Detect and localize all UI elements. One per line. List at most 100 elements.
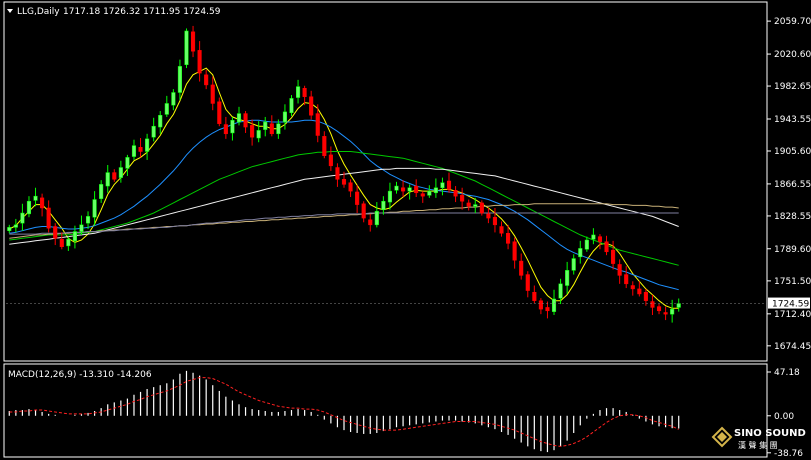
candle [624,266,629,289]
candle [433,178,438,198]
candle [341,171,347,188]
price-tick-label: 1712.40 [774,310,811,320]
ma-60-line [9,151,679,266]
candle [99,180,104,203]
logo-brand: SINO SOUND [734,428,806,439]
price-tick-label: 1866.55 [774,180,811,190]
candle [171,89,176,111]
moving-averages [9,67,679,309]
candle [145,133,150,160]
candle [289,95,294,117]
candle [643,288,648,306]
candle [401,180,406,198]
candle [506,224,511,250]
candle [13,218,18,233]
candle [427,185,432,198]
candle [151,117,156,142]
candle [335,163,340,187]
candle [66,236,71,251]
candle [230,116,235,141]
candle [663,306,668,321]
candle [210,76,215,111]
dropdown-triangle-icon[interactable] [7,9,13,13]
candle [184,28,189,69]
candle [112,169,117,182]
candle [355,185,360,214]
price-tick-label: 1789.60 [774,245,811,255]
logo-tagline: 漢 聲 集 團 [738,440,778,450]
candle [256,121,261,143]
candle [381,196,386,215]
price-tick-label: 1751.50 [774,277,811,287]
candle [315,104,320,143]
candle [538,298,543,315]
macd-tick-label: 47.18 [774,368,800,378]
macd-label: MACD(12,26,9) -13.310 -14.206 [8,370,152,380]
macd-tick-label: -38.76 [774,449,803,459]
candle [243,111,248,133]
candle [551,289,557,316]
candle [414,179,419,198]
candle [53,223,58,246]
candle [512,237,517,269]
macd-tick-label: 0.00 [774,412,794,422]
candle [558,278,563,305]
candle [584,236,589,252]
candle [131,139,137,160]
last-price-tag [768,297,810,309]
candle [676,298,681,312]
candle [630,281,635,296]
candle [387,182,392,210]
candle [532,285,537,304]
candle [118,160,123,183]
candle [204,69,209,90]
candle [138,138,143,158]
candle [217,97,222,127]
ohlc-values: 1717.18 1726.32 1711.95 1724.59 [63,7,221,17]
candle [545,301,550,319]
price-pane-frame [3,1,768,362]
candle [296,79,301,104]
candle [407,184,412,200]
price-tick-label: 2059.70 [774,17,811,27]
candle [460,187,465,210]
candle [525,271,530,298]
candle [348,179,353,198]
price-tick-label: 1905.60 [774,147,811,157]
candle [394,181,399,194]
candle [46,200,51,233]
candle [190,25,196,58]
macd-signal-line [9,377,679,447]
candle [197,41,202,82]
candle [40,193,45,217]
candle [578,240,583,264]
candle [309,90,314,120]
candle [565,261,570,294]
candle [276,119,281,139]
candle [361,201,366,223]
price-tick-label: 1943.55 [774,115,811,125]
candle [656,304,662,315]
candle [328,146,333,171]
candle [591,228,596,245]
candle [92,191,97,226]
candle [604,235,609,256]
macd-histogram [8,370,680,453]
candle [33,187,38,207]
candle [571,254,576,275]
price-axis: 2059.70 2020.60 1982.65 1943.55 1905.60 1866.… [6,17,811,352]
price-tick-label: 2020.60 [774,50,811,60]
candle [26,196,32,218]
candle [177,59,182,101]
candle [466,199,471,211]
candle [446,172,452,193]
candle [282,104,287,130]
candle [492,207,498,233]
candle [105,164,110,193]
ma-20-line [9,119,679,291]
candle [519,253,524,280]
candle [59,232,64,250]
ma-250-line [9,203,679,239]
price-tick-label: 1828.55 [774,212,811,222]
